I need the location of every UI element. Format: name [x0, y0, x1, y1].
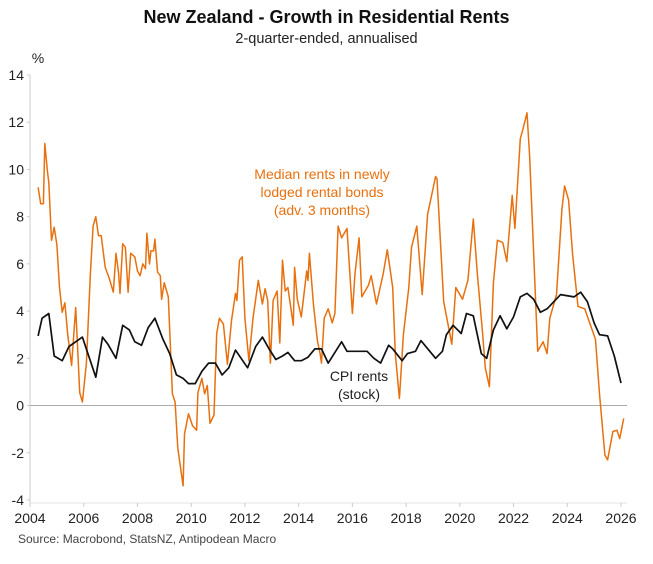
x-tick-label: 2016	[337, 510, 368, 526]
chart-title: New Zealand - Growth in Residential Rent…	[143, 7, 510, 27]
x-tick-label: 2022	[498, 510, 529, 526]
y-tick-label: 0	[16, 398, 24, 414]
y-axis-unit-label: %	[32, 50, 44, 66]
x-tick-label: 2008	[122, 510, 153, 526]
y-tick-label: 14	[8, 67, 24, 83]
cpi-rents-annotation-line-1: CPI rents	[330, 368, 388, 384]
x-tick-label: 2024	[552, 510, 583, 526]
y-tick-label: 12	[8, 114, 24, 130]
axes: -4 -2 0 2 4 6 8 10 12 14 2004 2006 2008 2010 2012 2014 2…	[8, 67, 636, 526]
y-tick-label: 6	[16, 256, 24, 272]
chart-subtitle: 2-quarter-ended, annualised	[235, 31, 418, 47]
source-note: Source: Macrobond, StatsNZ, Antipodean M…	[18, 532, 277, 546]
median-rents-annotation-line-2: lodged rental bonds	[261, 184, 384, 200]
y-tick-label: 4	[16, 303, 24, 319]
median-rents-line	[37, 112, 625, 487]
cpi-rents-annotation-line-2: (stock)	[338, 386, 380, 402]
x-tick-label: 2012	[229, 510, 260, 526]
median-rents-annotation-line-3: (adv. 3 months)	[274, 202, 370, 218]
x-tick-label: 2006	[68, 510, 99, 526]
cpi-rents-line	[37, 291, 622, 385]
x-tick-label: 2018	[391, 510, 422, 526]
y-tick-label: 2	[16, 350, 24, 366]
x-tick-label: 2026	[605, 510, 636, 526]
x-tick-label: 2010	[176, 510, 207, 526]
y-tick-label: 8	[16, 209, 24, 225]
x-tick-label: 2004	[14, 510, 45, 526]
y-tick-label: -4	[12, 492, 25, 508]
x-tick-label: 2020	[444, 510, 475, 526]
y-tick-label: 10	[8, 161, 24, 177]
series-lines	[37, 112, 625, 487]
x-tick-label: 2014	[283, 510, 314, 526]
y-tick-label: -2	[12, 445, 25, 461]
median-rents-annotation-line-1: Median rents in newly	[254, 166, 389, 182]
